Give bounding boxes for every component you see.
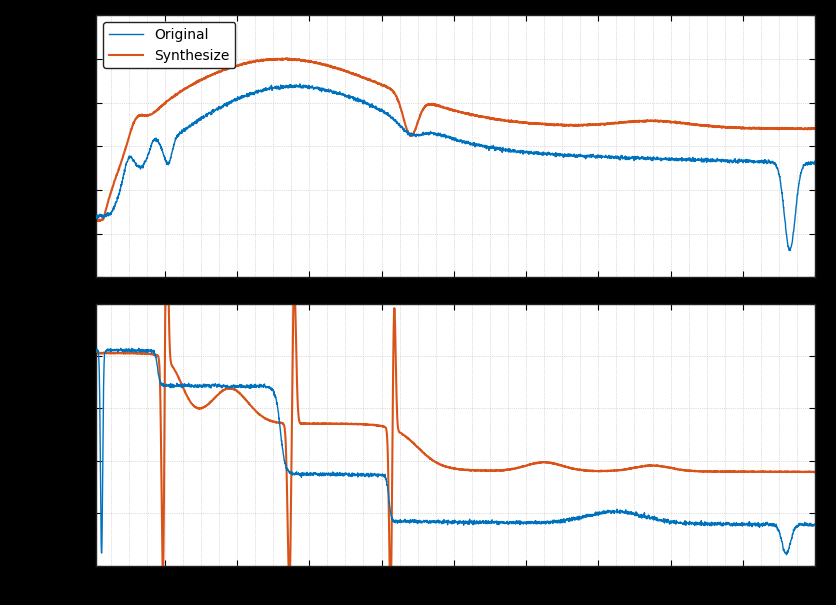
Synthesize: [810, 125, 820, 132]
Synthesize: [796, 125, 806, 132]
Synthesize: [282, 54, 292, 62]
Synthesize: [216, 68, 226, 75]
Original: [797, 169, 807, 176]
Original: [785, 247, 795, 254]
Synthesize: [173, 90, 183, 97]
Synthesize: [91, 218, 101, 225]
Original: [173, 131, 183, 138]
Original: [367, 100, 377, 107]
Original: [810, 161, 820, 168]
Line: Original: Original: [96, 84, 815, 250]
Synthesize: [398, 114, 408, 121]
Synthesize: [367, 77, 377, 85]
Original: [398, 126, 408, 133]
Line: Synthesize: Synthesize: [96, 58, 815, 221]
Legend: Original, Synthesize: Original, Synthesize: [103, 22, 236, 68]
Original: [295, 80, 305, 88]
Synthesize: [719, 123, 729, 131]
Original: [216, 105, 226, 113]
Original: [91, 214, 101, 221]
Original: [719, 156, 729, 163]
